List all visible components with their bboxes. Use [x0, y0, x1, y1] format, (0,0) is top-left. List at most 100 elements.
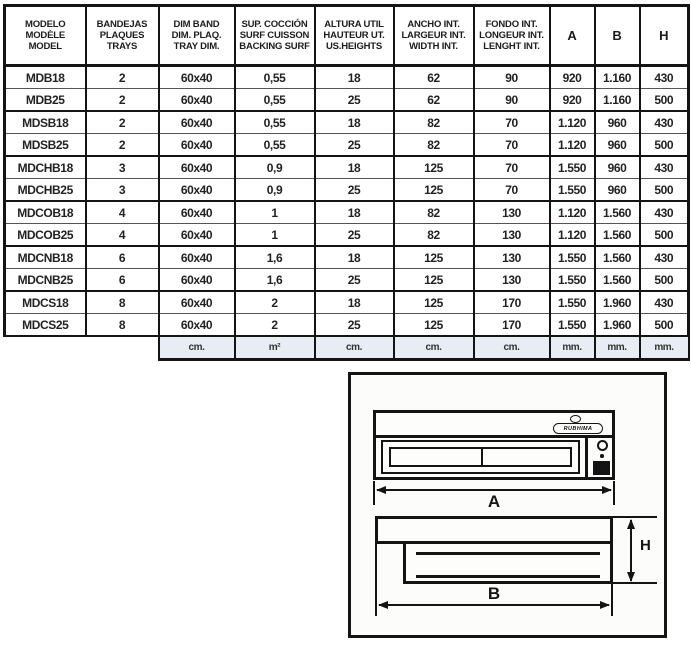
value-cell: 70 — [472, 178, 551, 202]
value-cell: 0,9 — [233, 156, 316, 179]
value-cell: 60x40 — [157, 201, 236, 224]
table-row: MDSB18 2 60x40 0,55 18 82 70 1.120 960 430 — [3, 111, 690, 134]
table-row: MDCS25 8 60x40 2 25 125 170 1.550 1.960 500 — [3, 313, 690, 337]
spec-table: MODELO MODÈLE MODEL BANDEJAS PLAQUES TRAYS DIM… — [3, 4, 690, 361]
value-cell: 0,55 — [233, 111, 316, 134]
table-row: MDCS18 8 60x40 2 18 125 170 1.550 1.960 430 — [3, 291, 690, 314]
value-cell: 60x40 — [157, 268, 236, 292]
dim-h-extension-bottom — [613, 582, 657, 584]
value-cell: 6 — [84, 246, 160, 269]
value-cell: 18 — [313, 156, 395, 179]
value-cell: 500 — [638, 178, 690, 202]
value-cell: 500 — [638, 223, 690, 247]
value-cell: 960 — [593, 133, 641, 157]
unit-cell: cm. — [472, 335, 551, 361]
brand-logo-icon — [570, 415, 581, 423]
unit-cell: cm. — [157, 335, 236, 361]
dim-h-extension-top — [613, 516, 657, 518]
value-cell: 4 — [84, 223, 160, 247]
value-cell: 920 — [548, 88, 596, 112]
value-cell: 2 — [233, 291, 316, 314]
value-cell: 1 — [233, 201, 316, 224]
unit-cell: m² — [233, 335, 316, 361]
value-cell: 1.560 — [593, 268, 641, 292]
value-cell: 25 — [313, 223, 395, 247]
table-header-row: MODELO MODÈLE MODEL BANDEJAS PLAQUES TRAYS DIM… — [3, 4, 690, 67]
value-cell: 0,55 — [233, 133, 316, 157]
model-cell: MDSB18 — [3, 111, 87, 134]
unit-cell: mm. — [638, 335, 690, 361]
value-cell: 960 — [593, 156, 641, 179]
value-cell: 960 — [593, 111, 641, 134]
header-cell-3: SUP. COCCIÓN SURF CUISSON BACKING SURF — [233, 4, 316, 67]
value-cell: 130 — [472, 268, 551, 292]
value-cell: 25 — [313, 88, 395, 112]
dim-h-label: H — [640, 537, 651, 554]
value-cell: 60x40 — [157, 178, 236, 202]
units-row: cm. m² cm. cm. cm. mm. mm. mm. — [5, 335, 690, 361]
value-cell: 430 — [638, 65, 690, 89]
model-cell: MDCNB18 — [3, 246, 87, 269]
value-cell: 1.120 — [548, 201, 596, 224]
value-cell: 430 — [638, 201, 690, 224]
value-cell: 60x40 — [157, 246, 236, 269]
value-cell: 62 — [392, 88, 475, 112]
model-cell: MDSB25 — [3, 133, 87, 157]
model-cell: MDCOB18 — [3, 201, 87, 224]
value-cell: 500 — [638, 133, 690, 157]
table-row: MDB18 2 60x40 0,55 18 62 90 920 1.160 430 — [3, 65, 690, 89]
value-cell: 60x40 — [157, 65, 236, 89]
table-row: MDCNB18 6 60x40 1,6 18 125 130 1.550 1.560 430 — [3, 246, 690, 269]
value-cell: 500 — [638, 313, 690, 337]
dim-h-arrow — [627, 519, 635, 582]
value-cell: 82 — [392, 201, 475, 224]
value-cell: 1,6 — [233, 246, 316, 269]
value-cell: 130 — [472, 201, 551, 224]
dim-b-label: B — [487, 584, 501, 603]
value-cell: 1.160 — [593, 88, 641, 112]
value-cell: 170 — [472, 291, 551, 314]
value-cell: 6 — [84, 268, 160, 292]
header-cell-0: MODELO MODÈLE MODEL — [3, 4, 87, 67]
control-panel-divider — [585, 435, 588, 477]
brand-logo: RUBHIMA — [553, 423, 603, 434]
model-cell: MDCNB25 — [3, 268, 87, 292]
value-cell: 1 — [233, 223, 316, 247]
value-cell: 125 — [392, 268, 475, 292]
value-cell: 1.550 — [548, 156, 596, 179]
value-cell: 90 — [472, 65, 551, 89]
value-cell: 130 — [472, 246, 551, 269]
value-cell: 82 — [392, 111, 475, 134]
value-cell: 18 — [313, 111, 395, 134]
dim-b-extension-left — [375, 544, 377, 616]
oven-side-body — [403, 541, 613, 584]
dim-a-arrow — [376, 486, 612, 494]
indicator-light-icon — [597, 440, 608, 451]
oven-window-glass — [389, 447, 572, 467]
value-cell: 82 — [392, 223, 475, 247]
power-switch-icon — [593, 461, 610, 475]
value-cell: 1.560 — [593, 201, 641, 224]
value-cell: 1.120 — [548, 223, 596, 247]
value-cell: 430 — [638, 246, 690, 269]
value-cell: 1.550 — [548, 178, 596, 202]
value-cell: 8 — [84, 291, 160, 314]
value-cell: 70 — [472, 133, 551, 157]
header-cell-7: A — [548, 4, 596, 67]
value-cell: 1.550 — [548, 313, 596, 337]
value-cell: 90 — [472, 88, 551, 112]
unit-cell: cm. — [313, 335, 395, 361]
value-cell: 18 — [313, 201, 395, 224]
oven-side-top — [375, 516, 613, 544]
value-cell: 60x40 — [157, 291, 236, 314]
value-cell: 82 — [392, 133, 475, 157]
value-cell: 18 — [313, 246, 395, 269]
header-cell-6: FONDO INT. LONGEUR INT. LENGHT INT. — [472, 4, 551, 67]
oven-fascia: RUBHIMA — [376, 413, 612, 438]
header-cell-4: ALTURA UTIL HAUTEUR UT. US.HEIGHTS — [313, 4, 395, 67]
value-cell: 0,55 — [233, 65, 316, 89]
model-cell: MDCHB18 — [3, 156, 87, 179]
unit-cell: cm. — [392, 335, 475, 361]
value-cell: 25 — [313, 178, 395, 202]
